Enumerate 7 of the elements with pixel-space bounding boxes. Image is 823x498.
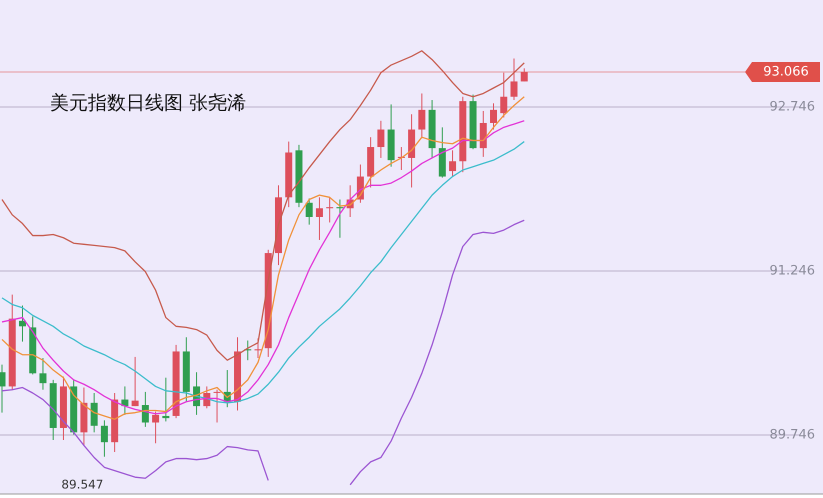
y-tick-label: 89.746 <box>770 427 815 442</box>
text: 美元指数日线图 张尧浠 <box>50 92 246 114</box>
ref-line-label: 93.066 <box>763 64 809 80</box>
y-tick-label: 91.246 <box>770 263 815 278</box>
line-series <box>1 50 525 361</box>
annotation: 89.547 <box>61 478 104 492</box>
y-tick-label: 92.746 <box>770 100 815 115</box>
